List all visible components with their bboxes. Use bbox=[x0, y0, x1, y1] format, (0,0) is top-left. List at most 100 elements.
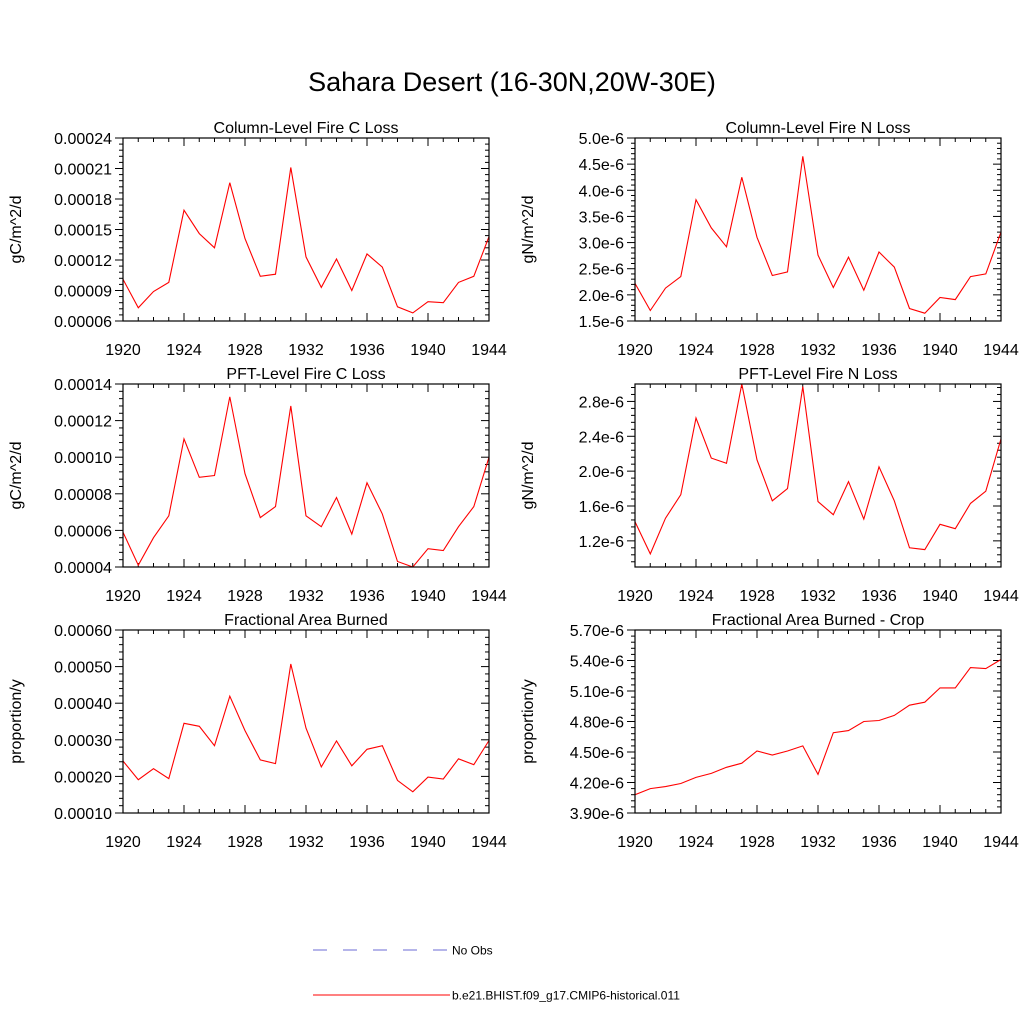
panel-1: Column-Level Fire C Loss gC/m^2/d 1920 1924… bbox=[8, 120, 507, 359]
y-tick-label: 5.40e-6 bbox=[570, 654, 624, 671]
panel-title: PFT-Level Fire N Loss bbox=[738, 366, 897, 383]
y-tick-label: 0.00012 bbox=[54, 253, 112, 270]
plot-frame bbox=[634, 629, 1002, 814]
y-axis-label: proportion/y bbox=[520, 679, 537, 764]
y-tick-label: 3.0e-6 bbox=[579, 236, 624, 253]
x-tick-label: 1928 bbox=[739, 342, 775, 359]
x-tick-label: 1936 bbox=[349, 834, 385, 851]
x-tick-label: 1928 bbox=[739, 588, 775, 605]
y-tick-label: 4.20e-6 bbox=[570, 776, 624, 793]
x-tick-label: 1936 bbox=[349, 342, 385, 359]
y-axis-label: gN/m^2/d bbox=[520, 196, 537, 264]
x-tick-label: 1924 bbox=[166, 342, 202, 359]
x-tick-label: 1924 bbox=[166, 588, 202, 605]
y-tick-label: 0.00060 bbox=[54, 623, 112, 640]
panels: Column-Level Fire C Loss gC/m^2/d 1920 1924… bbox=[8, 120, 1019, 851]
plot-frame bbox=[122, 383, 490, 568]
x-tick-label: 1940 bbox=[410, 588, 446, 605]
y-tick-label: 0.00024 bbox=[54, 131, 112, 148]
y-axis-label: gC/m^2/d bbox=[8, 196, 25, 264]
panel-title: Column-Level Fire C Loss bbox=[214, 120, 399, 137]
series-line bbox=[122, 167, 490, 314]
x-tick-label: 1940 bbox=[922, 342, 958, 359]
x-tick-label: 1924 bbox=[678, 588, 714, 605]
y-tick-label: 0.00015 bbox=[54, 223, 112, 240]
figure-title: Sahara Desert (16-30N,20W-30E) bbox=[308, 67, 716, 97]
y-tick-label: 0.00010 bbox=[54, 806, 112, 823]
y-tick-label: 0.00004 bbox=[54, 560, 112, 577]
y-tick-label: 3.90e-6 bbox=[570, 806, 624, 823]
y-tick-label: 2.5e-6 bbox=[579, 262, 624, 279]
y-tick-label: 3.5e-6 bbox=[579, 209, 624, 226]
x-tick-label: 1920 bbox=[105, 342, 141, 359]
plot-frame bbox=[634, 137, 1002, 322]
x-tick-label: 1920 bbox=[617, 588, 653, 605]
y-tick-label: 0.00030 bbox=[54, 733, 112, 750]
y-tick-label: 4.5e-6 bbox=[579, 157, 624, 174]
x-tick-label: 1940 bbox=[922, 834, 958, 851]
y-tick-label: 0.00020 bbox=[54, 769, 112, 786]
x-tick-label: 1928 bbox=[227, 834, 263, 851]
y-tick-label: 0.00006 bbox=[54, 314, 112, 331]
series-line bbox=[122, 663, 490, 793]
x-tick-label: 1944 bbox=[471, 588, 507, 605]
panel-5: Fractional Area Burned proportion/y 1920 19… bbox=[8, 612, 507, 851]
panel-3: PFT-Level Fire C Loss gC/m^2/d 1920 1924 192… bbox=[8, 366, 507, 605]
y-tick-label: 0.00012 bbox=[54, 414, 112, 431]
panel-title: Fractional Area Burned - Crop bbox=[712, 612, 925, 629]
panel-title: PFT-Level Fire C Loss bbox=[226, 366, 385, 383]
y-axis-label: gC/m^2/d bbox=[8, 442, 25, 510]
x-tick-label: 1924 bbox=[678, 342, 714, 359]
legend: No Obs b.e21.BHIST.f09_g17.CMIP6-histori… bbox=[313, 944, 680, 1003]
x-tick-label: 1928 bbox=[227, 342, 263, 359]
y-tick-label: 4.80e-6 bbox=[570, 715, 624, 732]
x-tick-label: 1924 bbox=[166, 834, 202, 851]
y-axis-label: gN/m^2/d bbox=[520, 442, 537, 510]
y-tick-label: 2.4e-6 bbox=[579, 429, 624, 446]
x-tick-label: 1932 bbox=[800, 342, 836, 359]
x-tick-label: 1936 bbox=[861, 588, 897, 605]
x-tick-label: 1944 bbox=[471, 834, 507, 851]
x-tick-label: 1936 bbox=[861, 834, 897, 851]
y-tick-label: 4.50e-6 bbox=[570, 745, 624, 762]
x-tick-label: 1928 bbox=[739, 834, 775, 851]
y-tick-label: 0.00040 bbox=[54, 696, 112, 713]
x-tick-label: 1932 bbox=[288, 834, 324, 851]
x-tick-label: 1932 bbox=[288, 342, 324, 359]
y-tick-label: 2.8e-6 bbox=[579, 394, 624, 411]
x-tick-label: 1932 bbox=[288, 588, 324, 605]
y-tick-label: 0.00014 bbox=[54, 377, 112, 394]
plot-frame bbox=[122, 629, 490, 814]
panel-2: Column-Level Fire N Loss gN/m^2/d 1920 1924… bbox=[520, 120, 1019, 359]
panel-title: Fractional Area Burned bbox=[224, 612, 388, 629]
y-axis-label: proportion/y bbox=[8, 679, 25, 764]
series-line bbox=[122, 396, 490, 568]
x-tick-label: 1920 bbox=[617, 342, 653, 359]
x-tick-label: 1932 bbox=[800, 588, 836, 605]
y-tick-label: 0.00006 bbox=[54, 523, 112, 540]
y-tick-label: 1.5e-6 bbox=[579, 314, 624, 331]
x-tick-label: 1920 bbox=[105, 834, 141, 851]
x-tick-label: 1940 bbox=[410, 342, 446, 359]
panel-4: PFT-Level Fire N Loss gN/m^2/d 1920 1924 192… bbox=[520, 366, 1019, 605]
y-tick-label: 1.6e-6 bbox=[579, 499, 624, 516]
y-tick-label: 0.00009 bbox=[54, 284, 112, 301]
x-tick-label: 1928 bbox=[227, 588, 263, 605]
y-tick-label: 0.00050 bbox=[54, 660, 112, 677]
y-tick-label: 2.0e-6 bbox=[579, 288, 624, 305]
x-tick-label: 1920 bbox=[105, 588, 141, 605]
x-tick-label: 1936 bbox=[349, 588, 385, 605]
x-tick-label: 1944 bbox=[983, 342, 1019, 359]
x-tick-label: 1940 bbox=[410, 834, 446, 851]
series-line bbox=[634, 383, 1002, 556]
panel-title: Column-Level Fire N Loss bbox=[726, 120, 911, 137]
x-tick-label: 1944 bbox=[983, 588, 1019, 605]
y-tick-label: 0.00010 bbox=[54, 450, 112, 467]
series-line bbox=[634, 659, 1002, 796]
x-tick-label: 1940 bbox=[922, 588, 958, 605]
x-tick-label: 1944 bbox=[983, 834, 1019, 851]
y-tick-label: 0.00021 bbox=[54, 162, 112, 179]
y-tick-label: 2.0e-6 bbox=[579, 464, 624, 481]
y-tick-label: 0.00018 bbox=[54, 192, 112, 209]
